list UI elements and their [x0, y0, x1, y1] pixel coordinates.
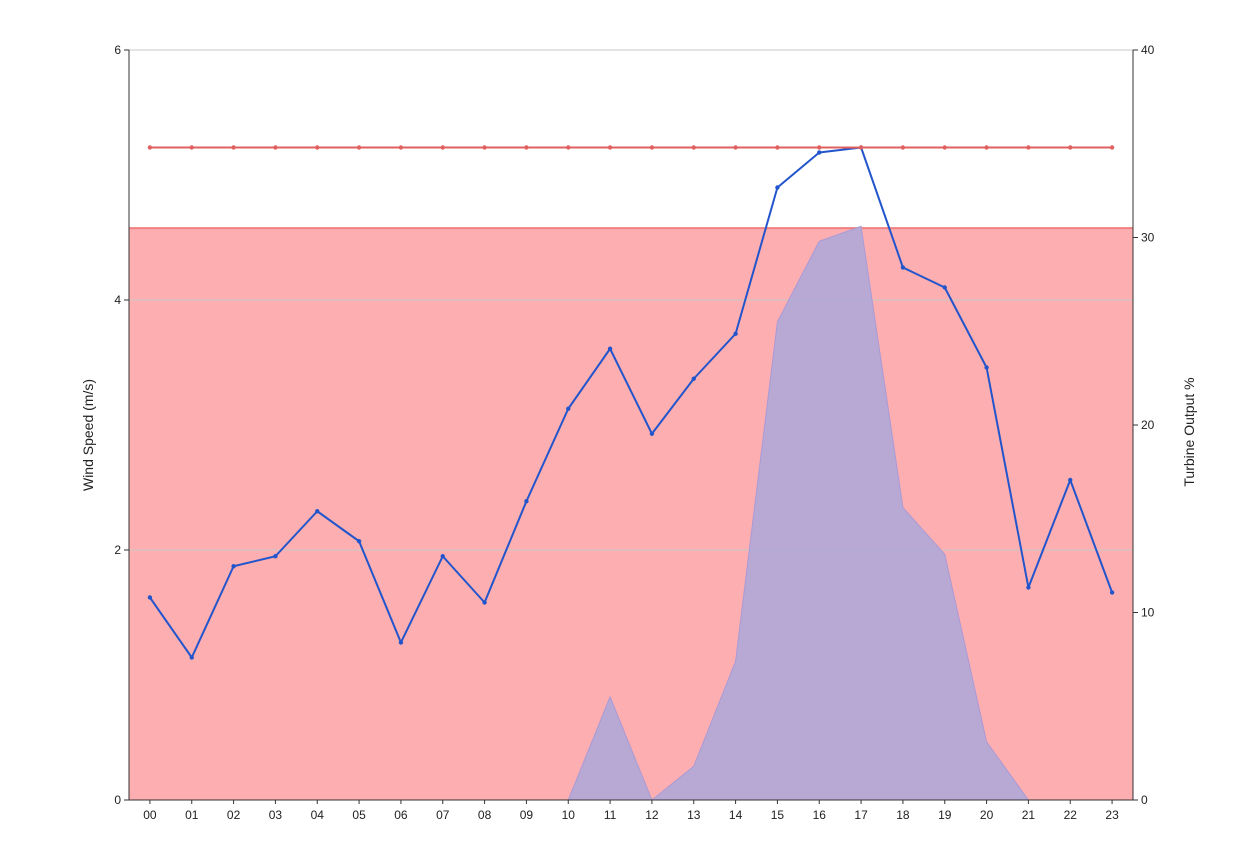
x-tick-label: 06: [394, 808, 408, 822]
data-point: [1026, 585, 1031, 590]
data-point: [398, 640, 404, 645]
x-tick-label: 20: [980, 808, 994, 822]
data-point: [273, 145, 278, 150]
left-tick-label: 2: [114, 543, 121, 557]
x-tick-label: 08: [478, 808, 492, 822]
data-point: [231, 145, 236, 150]
x-tick-label: 03: [269, 808, 283, 822]
right-axis-title: Turbine Output %: [1181, 377, 1197, 486]
x-tick-label: 09: [520, 808, 534, 822]
data-point: [315, 509, 320, 514]
data-point: [566, 145, 571, 150]
data-point: [691, 376, 696, 381]
data-point: [649, 431, 655, 436]
left-tick-label: 6: [114, 43, 121, 57]
x-tick-label: 16: [813, 808, 827, 822]
data-point: [775, 185, 780, 190]
data-point: [482, 145, 487, 150]
data-point: [775, 145, 780, 150]
line-series-1: [149, 146, 1114, 659]
line-layer: [147, 145, 1115, 660]
x-tick-label: 22: [1064, 808, 1078, 822]
data-point: [1026, 145, 1031, 150]
data-point: [440, 145, 445, 150]
x-tick-label: 14: [729, 808, 743, 822]
x-tick-label: 17: [854, 808, 868, 822]
x-tick-label: 01: [185, 808, 199, 822]
data-point: [273, 554, 278, 559]
x-tick-label: 00: [143, 808, 157, 822]
x-tick-label: 13: [687, 808, 701, 822]
data-point: [1109, 590, 1115, 595]
data-point: [817, 150, 822, 155]
right-tick-label: 40: [1141, 43, 1155, 57]
data-point: [440, 554, 445, 559]
x-tick-label: 18: [896, 808, 910, 822]
data-point: [1068, 145, 1073, 150]
data-point: [147, 145, 153, 150]
right-tick-label: 0: [1141, 793, 1148, 807]
data-point: [942, 145, 947, 150]
right-tick-label: 30: [1141, 231, 1155, 245]
data-point: [733, 331, 738, 336]
x-tick-label: 05: [352, 808, 366, 822]
data-point: [482, 600, 487, 605]
data-point: [942, 285, 947, 290]
data-point: [1109, 145, 1115, 150]
data-point: [524, 145, 529, 150]
data-point: [315, 145, 320, 150]
x-tick-label: 11: [604, 808, 617, 822]
data-point: [356, 145, 362, 150]
data-point: [607, 346, 613, 351]
x-tick-label: 12: [645, 808, 659, 822]
x-tick-label: 02: [227, 808, 241, 822]
left-tick-label: 0: [114, 793, 121, 807]
x-tick-label: 23: [1105, 808, 1119, 822]
data-point: [356, 539, 362, 544]
data-point: [733, 145, 738, 150]
data-point: [691, 145, 696, 150]
x-tick-label: 10: [562, 808, 576, 822]
data-point: [524, 499, 529, 504]
data-point: [649, 145, 655, 150]
data-point: [1068, 477, 1073, 483]
shaded-band: [129, 228, 1133, 800]
data-point: [817, 145, 822, 150]
x-tick-label: 04: [311, 808, 325, 822]
data-point: [189, 145, 194, 150]
data-point: [984, 145, 989, 150]
band-layer: [129, 227, 1133, 800]
data-point: [189, 655, 194, 660]
left-tick-label: 4: [114, 293, 121, 307]
x-tick-label: 19: [938, 808, 952, 822]
data-point: [147, 595, 153, 600]
data-point: [398, 145, 404, 150]
data-point: [231, 564, 236, 569]
left-axis-title: Wind Speed (m/s): [80, 379, 96, 491]
x-tick-label: 07: [436, 808, 450, 822]
data-point: [858, 145, 864, 150]
data-point: [900, 145, 906, 150]
data-point: [900, 265, 906, 270]
data-point: [607, 145, 613, 150]
x-tick-label: 21: [1022, 808, 1036, 822]
data-point: [984, 365, 989, 370]
right-tick-label: 10: [1141, 606, 1155, 620]
data-point: [566, 406, 571, 411]
right-tick-label: 20: [1141, 418, 1155, 432]
x-tick-label: 15: [771, 808, 785, 822]
